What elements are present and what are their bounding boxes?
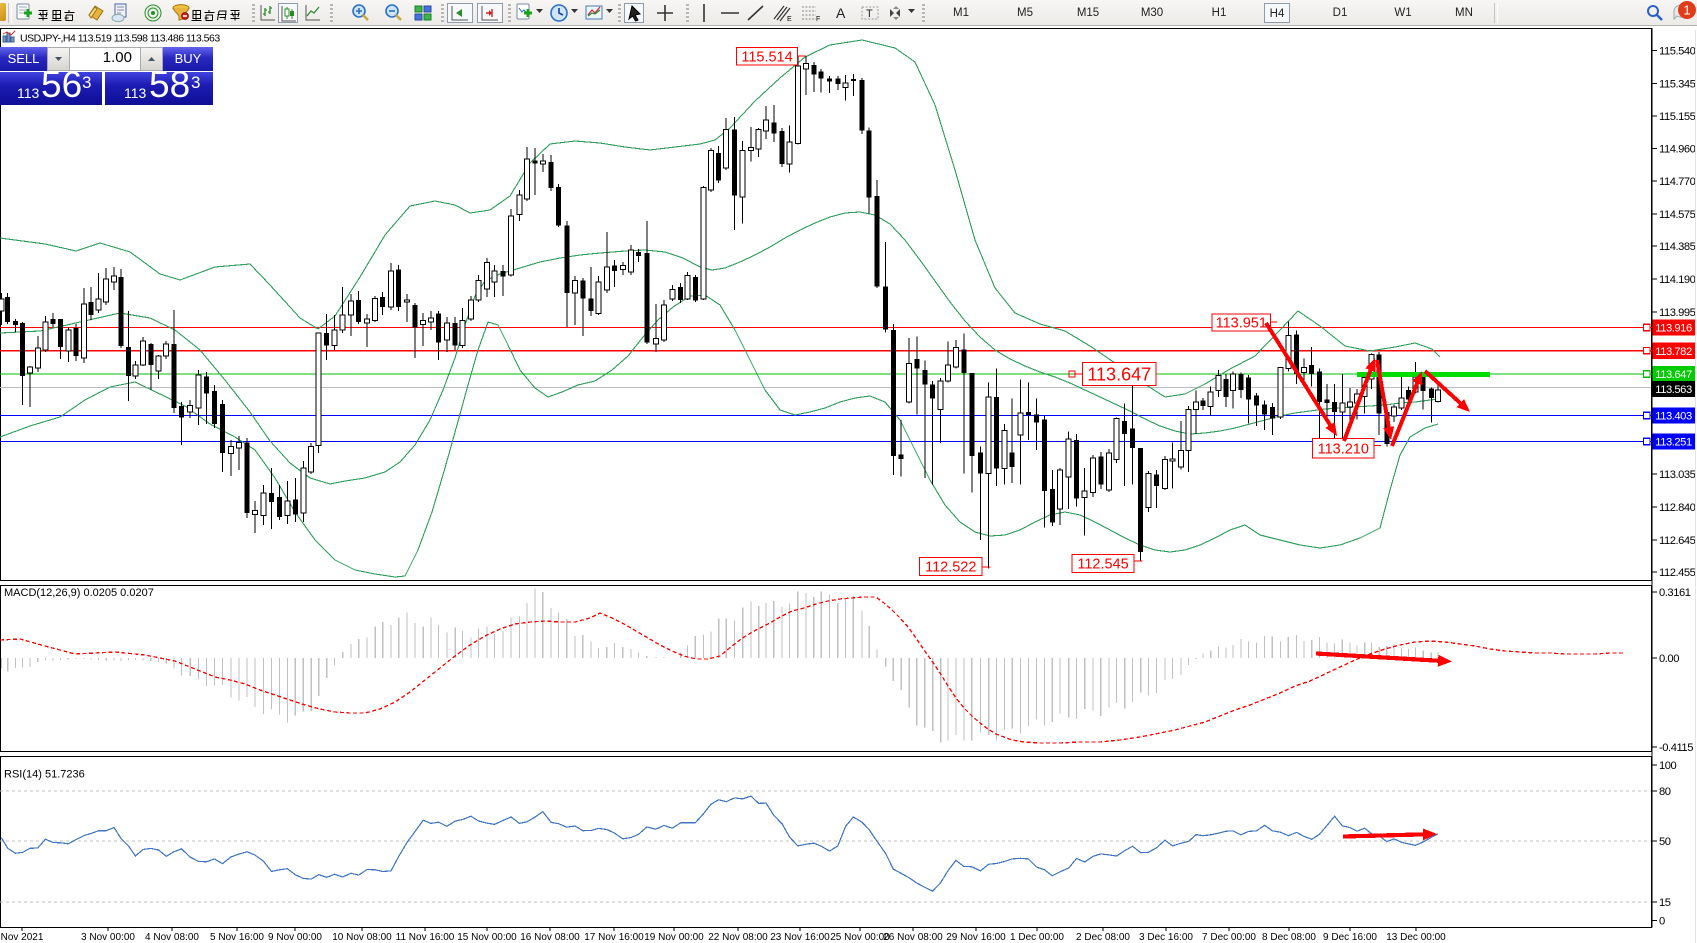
svg-text:22 Nov 08:00: 22 Nov 08:00 (708, 932, 768, 943)
svg-text:10 Nov 08:00: 10 Nov 08:00 (332, 932, 392, 943)
svg-text:80: 80 (1659, 786, 1671, 798)
svg-text:113.403: 113.403 (1655, 411, 1692, 423)
svg-text:E: E (787, 16, 792, 23)
svg-text:19 Nov 00:00: 19 Nov 00:00 (644, 932, 704, 943)
svg-text:15 Nov 00:00: 15 Nov 00:00 (457, 932, 517, 943)
svg-text:114.575: 114.575 (1659, 209, 1696, 221)
svg-text:8 Dec 08:00: 8 Dec 08:00 (1262, 932, 1316, 943)
svg-text:100: 100 (1659, 760, 1677, 772)
svg-text:112.840: 112.840 (1659, 502, 1696, 514)
svg-text:2 Dec 08:00: 2 Dec 08:00 (1076, 932, 1130, 943)
svg-text:F: F (816, 16, 820, 23)
svg-text:113.210: 113.210 (1318, 441, 1369, 457)
svg-text:13 Dec 00:00: 13 Dec 00:00 (1386, 932, 1446, 943)
svg-text:1 Dec 00:00: 1 Dec 00:00 (1010, 932, 1064, 943)
svg-text:15: 15 (1659, 897, 1671, 909)
svg-text:112.455: 112.455 (1659, 567, 1696, 579)
svg-text:0.3161: 0.3161 (1659, 587, 1691, 599)
svg-text:0.00: 0.00 (1659, 653, 1679, 665)
svg-text:Nov 2021: Nov 2021 (1, 932, 44, 943)
svg-text:1: 1 (1683, 3, 1690, 18)
svg-text:11 Nov 16:00: 11 Nov 16:00 (396, 932, 455, 943)
svg-text:113.563: 113.563 (1655, 384, 1692, 396)
svg-text:113.647: 113.647 (1655, 369, 1692, 381)
svg-text:3 Nov 00:00: 3 Nov 00:00 (81, 932, 135, 943)
svg-text:114.960: 114.960 (1659, 144, 1696, 156)
svg-text:29 Nov 16:00: 29 Nov 16:00 (946, 932, 1006, 943)
svg-text:9 Nov 00:00: 9 Nov 00:00 (268, 932, 322, 943)
svg-text:115.514: 115.514 (741, 49, 792, 65)
svg-text:23 Nov 16:00: 23 Nov 16:00 (770, 932, 830, 943)
svg-text:115.345: 115.345 (1659, 79, 1696, 91)
svg-text:A: A (836, 5, 846, 21)
svg-text:112.545: 112.545 (1077, 557, 1128, 573)
svg-text:113.951: 113.951 (1216, 316, 1267, 332)
svg-text:114.190: 114.190 (1659, 274, 1696, 286)
svg-text:MACD(12,26,9) 0.0205 0.0207: MACD(12,26,9) 0.0205 0.0207 (4, 587, 154, 599)
svg-text:25 Nov 00:00: 25 Nov 00:00 (830, 932, 890, 943)
svg-text:17 Nov 16:00: 17 Nov 16:00 (584, 932, 644, 943)
svg-text:-0.4115: -0.4115 (1659, 742, 1693, 754)
svg-text:113.782: 113.782 (1655, 346, 1692, 358)
svg-text:115.540: 115.540 (1659, 46, 1696, 58)
svg-text:113.251: 113.251 (1655, 437, 1692, 449)
svg-text:114.770: 114.770 (1659, 176, 1696, 188)
svg-text:9 Dec 16:00: 9 Dec 16:00 (1323, 932, 1377, 943)
svg-text:5 Nov 16:00: 5 Nov 16:00 (210, 932, 264, 943)
svg-text:3 Dec 16:00: 3 Dec 16:00 (1139, 932, 1193, 943)
svg-text:113.995: 113.995 (1659, 307, 1696, 319)
svg-text:T: T (866, 8, 873, 20)
svg-text:USDJPY-,H4 113.519 113.598 11: USDJPY-,H4 113.519 113.598 113.486 113.5… (20, 33, 220, 45)
svg-text:112.645: 112.645 (1659, 535, 1696, 547)
svg-text:112.522: 112.522 (925, 560, 976, 576)
svg-text:50: 50 (1659, 836, 1671, 848)
svg-text:4 Nov 08:00: 4 Nov 08:00 (145, 932, 199, 943)
svg-text:113.916: 113.916 (1655, 323, 1692, 335)
svg-text:RSI(14) 51.7236: RSI(14) 51.7236 (4, 769, 85, 781)
svg-text:115.155: 115.155 (1659, 111, 1696, 123)
svg-text:114.385: 114.385 (1659, 241, 1696, 253)
svg-text:7 Dec 00:00: 7 Dec 00:00 (1202, 932, 1256, 943)
svg-text:0: 0 (1659, 916, 1665, 928)
svg-text:113.035: 113.035 (1659, 469, 1696, 481)
svg-text:26 Nov 08:00: 26 Nov 08:00 (883, 932, 943, 943)
svg-text:16 Nov 08:00: 16 Nov 08:00 (520, 932, 580, 943)
svg-text:113.647: 113.647 (1087, 364, 1151, 384)
